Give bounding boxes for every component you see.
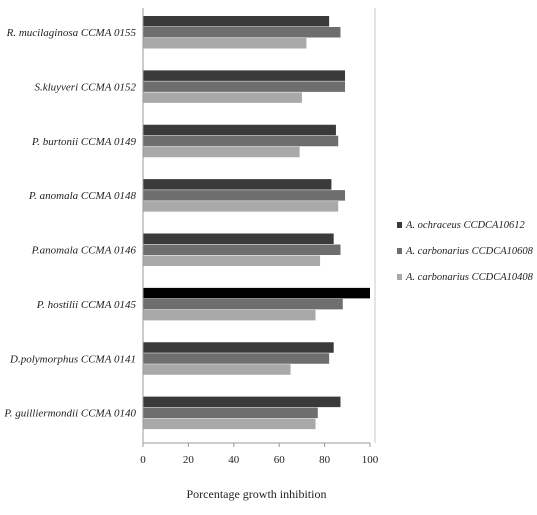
bar-2-1	[143, 135, 339, 147]
legend-label: A. carbonarius CCDCA10608	[405, 246, 534, 257]
category-labels: R. mucilaginosa CCMA 0155 S.kluyveri CCMA…	[3, 27, 136, 420]
category-label: D.polymorphus CCMA 0141	[9, 353, 136, 365]
bar-1-2	[143, 92, 302, 103]
bar-0-1	[143, 27, 341, 38]
bar-4-2	[143, 255, 321, 266]
bar-6-2	[143, 364, 291, 375]
legend: A. ochraceus CCDCA10612 A. carbonarius CC…	[397, 220, 534, 283]
category-label: P. burtonii CCMA 0149	[31, 136, 137, 148]
x-tick-label: 20	[183, 454, 195, 466]
legend-swatch	[397, 248, 402, 254]
bar-3-1	[143, 190, 346, 201]
bar-1-1	[143, 81, 346, 92]
bar-2-0	[143, 124, 336, 136]
bar-5-1	[143, 298, 343, 310]
category-label: P. anomala CCMA 0148	[28, 190, 137, 202]
x-tick-label: 40	[228, 454, 240, 466]
legend-swatch	[397, 274, 402, 280]
x-tick-label: 100	[362, 454, 379, 466]
bar-7-2	[143, 418, 316, 430]
bar-5-2	[143, 309, 316, 321]
x-tick-label: 60	[274, 454, 286, 466]
bar-2-2	[143, 146, 300, 158]
x-tick-label: 0	[140, 454, 146, 466]
bar-7-0	[143, 396, 341, 408]
bar-3-0	[143, 179, 332, 190]
bar-3-2	[143, 201, 339, 212]
bar-6-0	[143, 342, 334, 353]
x-axis-title: Porcentage growth inhibition	[187, 487, 327, 501]
bar-1-0	[143, 70, 346, 81]
bar-6-1	[143, 353, 330, 364]
legend-swatch	[397, 222, 402, 228]
bar-0-2	[143, 38, 307, 49]
category-label: R. mucilaginosa CCMA 0155	[6, 27, 137, 39]
bar-group	[143, 16, 370, 430]
bar-4-1	[143, 244, 341, 255]
legend-label: A. carbonarius CCDCA10408	[405, 272, 534, 283]
x-ticks: 0 20 40 60 80 100	[140, 443, 379, 466]
category-label: S.kluyveri CCMA 0152	[34, 81, 136, 93]
category-label: P. hostilii CCMA 0145	[36, 299, 137, 311]
x-tick-label: 80	[319, 454, 331, 466]
legend-label: A. ochraceus CCDCA10612	[405, 220, 525, 231]
bar-7-1	[143, 407, 318, 419]
bar-4-0	[143, 233, 334, 244]
bar-0-0	[143, 16, 330, 27]
category-label: P.anomala CCMA 0146	[31, 245, 137, 257]
category-label: P. guilliermondii CCMA 0140	[3, 408, 136, 420]
bar-5-0	[143, 287, 370, 299]
